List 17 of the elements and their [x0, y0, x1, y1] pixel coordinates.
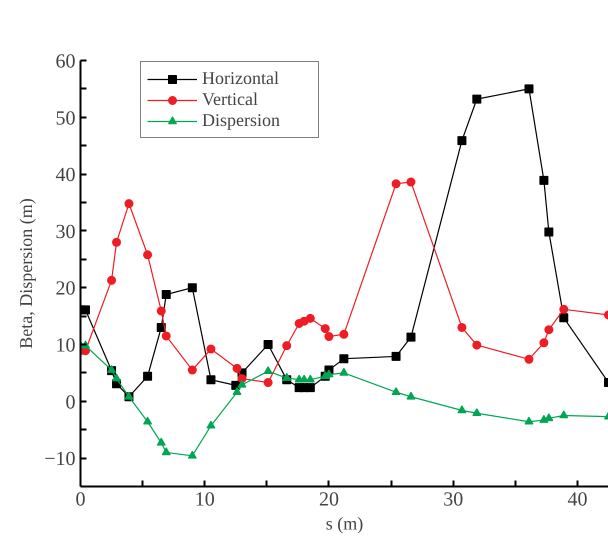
y-tick-label: 30: [56, 220, 76, 243]
x-tick-label: 30: [443, 488, 464, 510]
y-tick-label: 60: [56, 50, 76, 72]
y-tick-label: 40: [56, 164, 76, 186]
x-tick-label: 10: [194, 488, 215, 510]
legend-label: Vertical: [202, 89, 259, 110]
y-axis-title: Beta, Dispersion (m): [16, 198, 36, 349]
legend-label: Horizontal: [202, 68, 280, 89]
y-tick-label: 0: [66, 391, 76, 414]
y-tick-label: 50: [56, 107, 76, 130]
x-tick-label: 40: [567, 488, 588, 510]
y-tick-label: 20: [56, 278, 76, 300]
x-tick-label: 20: [318, 488, 339, 510]
x-axis-title: s (m): [326, 514, 364, 534]
y-tick-label: 10: [56, 334, 76, 356]
y-tick-label: −10: [44, 448, 76, 470]
legend-label: Dispersion: [202, 110, 281, 131]
